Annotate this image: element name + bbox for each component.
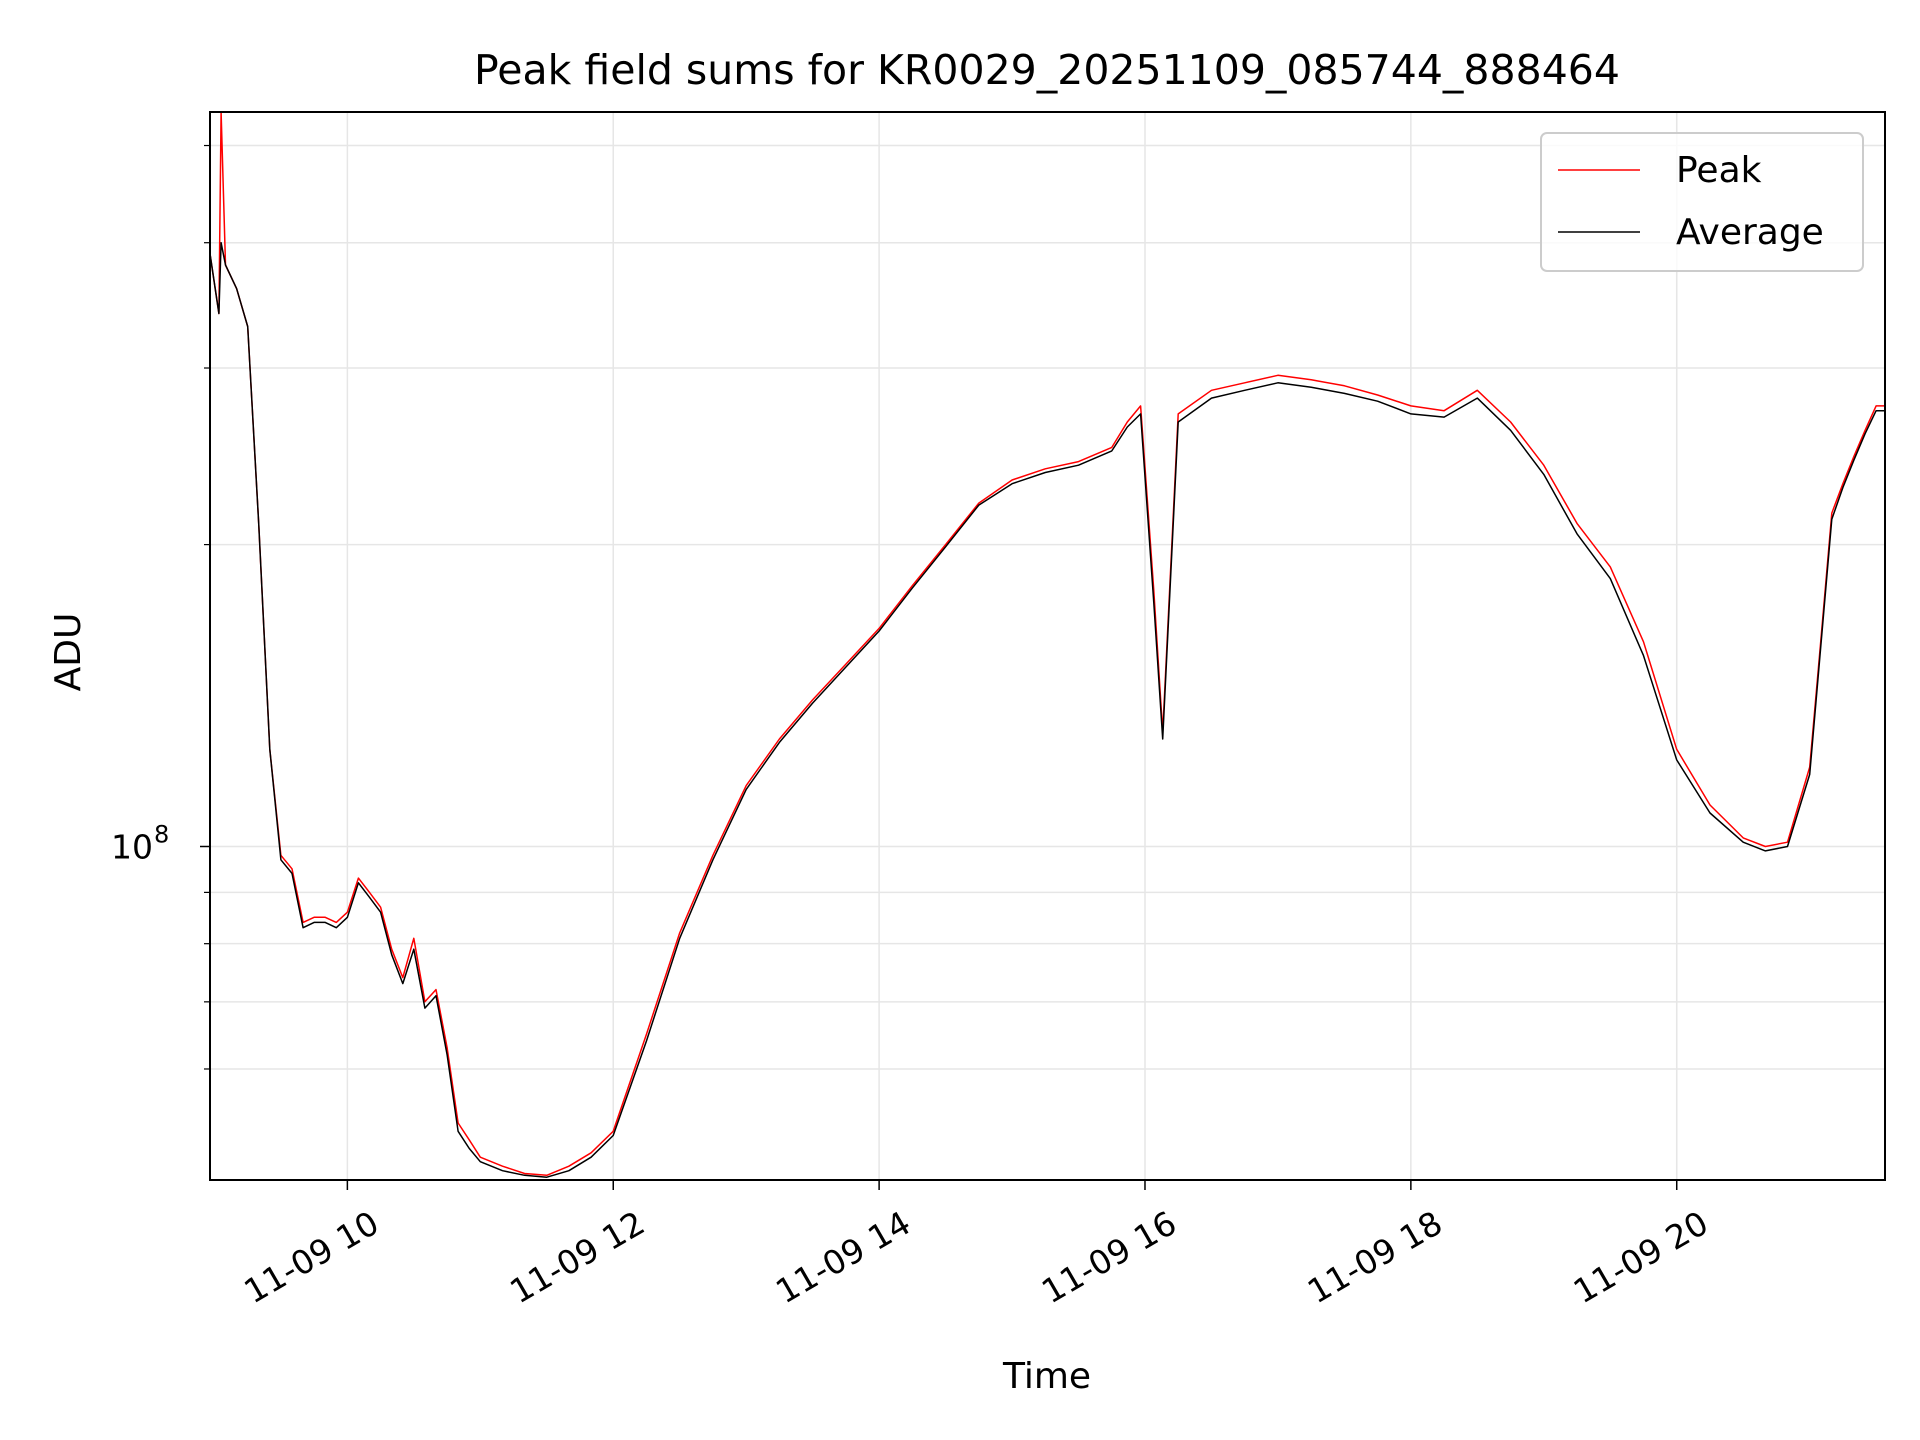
y-tick-label: 10 (111, 827, 153, 866)
y-tick-exponent: 8 (154, 820, 169, 848)
x-tick-label: 11-09 10 (237, 1203, 385, 1311)
series-peak-line (209, 111, 1885, 1177)
x-tick-label: 11-09 20 (1567, 1203, 1715, 1311)
x-axis-ticks: 11-09 10 11-09 12 11-09 14 11-09 16 11-09 18… (237, 1180, 1715, 1311)
x-tick-label: 11-09 12 (503, 1203, 651, 1311)
legend-peak-label: Peak (1676, 150, 1762, 191)
legend-average-label: Average (1676, 212, 1824, 253)
y-axis-label: ADU (48, 613, 89, 692)
grid-lines (210, 112, 1885, 1180)
series-lines (209, 111, 1885, 1178)
y-axis-ticks: 10 8 (111, 144, 210, 1070)
x-tick-label: 11-09 14 (769, 1203, 917, 1311)
plot-frame (209, 111, 1886, 1181)
legend: Peak Average (1540, 132, 1864, 272)
x-tick-label: 11-09 18 (1301, 1203, 1449, 1311)
chart-title: Peak field sums for KR0029_20251109_0857… (474, 46, 1620, 94)
x-tick-label: 11-09 16 (1035, 1203, 1183, 1311)
legend-box (1540, 132, 1864, 272)
series-average-line (209, 241, 1885, 1178)
x-axis-label: Time (1002, 1356, 1091, 1397)
